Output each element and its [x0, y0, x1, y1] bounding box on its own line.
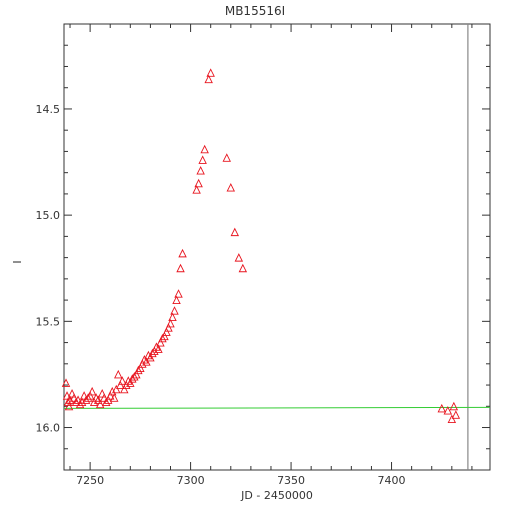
data-point [73, 395, 83, 404]
data-point [93, 395, 103, 404]
x-axis-label: JD - 2450000 [240, 489, 313, 502]
data-point [162, 327, 171, 336]
data-point [64, 401, 74, 411]
plot-frame [63, 23, 491, 471]
data-point [451, 410, 461, 419]
data-point [99, 393, 109, 402]
data-point [158, 333, 167, 343]
data-point [71, 397, 81, 406]
x-tick-label: 7400 [378, 474, 406, 487]
data-point [75, 399, 85, 409]
data-point [65, 395, 75, 404]
data-point [95, 399, 105, 409]
data-point [110, 393, 119, 402]
y-tick-label: 15.0 [36, 209, 61, 222]
data-point [97, 389, 107, 398]
data-point [67, 389, 77, 398]
data-point [166, 318, 175, 328]
data-point [138, 359, 147, 368]
data-point [146, 352, 155, 362]
data-point [234, 253, 244, 262]
data-point [176, 263, 185, 273]
data-point [447, 414, 457, 423]
data-point [160, 331, 169, 341]
data-point [87, 386, 97, 396]
data-point [198, 155, 207, 164]
data-point [437, 403, 447, 413]
data-point [128, 374, 137, 383]
data-point [120, 384, 129, 394]
data-point [204, 74, 213, 84]
data-point [170, 306, 179, 315]
data-point [194, 178, 203, 188]
data-point [196, 166, 205, 175]
data-point [126, 378, 135, 387]
data-point [103, 395, 113, 404]
chart-title: MB15516I [225, 4, 285, 18]
plot-area: 7250 7300 7350 7400 14.5 15.0 15.5 16.0 [36, 23, 491, 487]
data-point [83, 393, 93, 402]
data-point [134, 365, 143, 375]
data-point [79, 391, 89, 400]
data-point [178, 248, 187, 258]
data-point [226, 183, 236, 192]
data-point [142, 357, 151, 366]
data-point [89, 397, 99, 406]
data-point [105, 391, 115, 400]
data-point [101, 397, 111, 406]
data-point [77, 397, 87, 406]
data-point [114, 369, 123, 379]
data-point [81, 395, 91, 404]
y-tick-label: 15.5 [36, 315, 61, 328]
data-point [107, 386, 117, 396]
data-point [136, 363, 145, 373]
data-point [122, 380, 131, 389]
y-tick-label: 16.0 [36, 422, 61, 435]
data-point [118, 376, 127, 385]
data-point [443, 406, 453, 415]
y-axis-label: I [11, 260, 24, 263]
data-point [168, 312, 177, 322]
data-point [222, 153, 231, 162]
data-point [238, 263, 248, 273]
x-tick-label: 7350 [277, 474, 305, 487]
data-point [156, 338, 165, 347]
data-point [69, 393, 79, 402]
data-point [148, 348, 157, 358]
data-point [85, 391, 95, 400]
y-tick-label: 14.5 [36, 103, 61, 116]
data-point [172, 295, 181, 305]
data-point [230, 227, 240, 237]
data-point [61, 378, 71, 387]
data-point [154, 344, 163, 353]
data-point [206, 68, 215, 77]
data-point [164, 323, 173, 332]
data-point [116, 380, 125, 389]
reference-line [63, 406, 491, 409]
data-point [112, 384, 121, 394]
data-point [150, 346, 159, 356]
data-point [174, 289, 183, 298]
data-point [192, 185, 201, 194]
data-point [132, 369, 141, 379]
x-tick-label: 7300 [177, 474, 205, 487]
x-tick-label: 7250 [76, 474, 104, 487]
data-point [200, 144, 209, 154]
data-point [449, 401, 459, 411]
data-point [130, 372, 139, 381]
